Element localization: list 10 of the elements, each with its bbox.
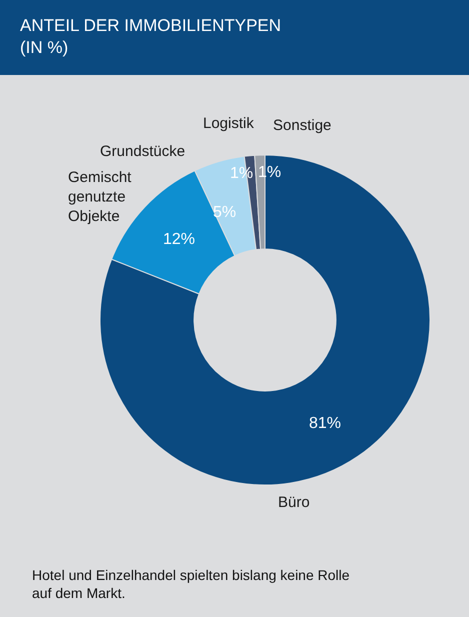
data-label: 12%	[163, 231, 196, 248]
slice-label: Logistik	[203, 115, 254, 132]
slice-label: Grundstücke	[100, 143, 186, 160]
data-label: 81%	[309, 415, 342, 432]
slice-label: Gemischt genutzte Objekte	[68, 169, 132, 225]
slice-label: Büro	[278, 494, 310, 511]
slice-label: Sonstige	[273, 117, 332, 134]
text: Hotel und Einzelhandel spielten bislang keine Rolle auf dem Markt.	[32, 567, 350, 602]
data-label: 5%	[213, 204, 236, 221]
chart-title: ANTEIL DER IMMOBILIENTYPEN (IN %)	[20, 16, 282, 58]
